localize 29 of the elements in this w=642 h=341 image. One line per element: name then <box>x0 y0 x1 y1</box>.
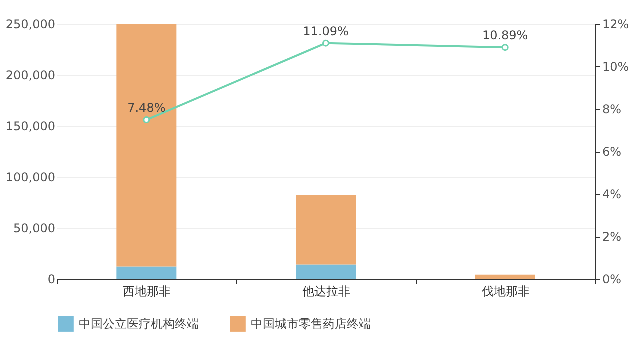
data-label: 7.48% <box>128 101 166 116</box>
y2-tick-label: 6% <box>602 145 622 159</box>
x-tick-label: 西地那非 <box>123 284 172 298</box>
y-tick-label: 0 <box>48 272 56 286</box>
legend-label: 中国城市零售药店终端 <box>251 317 371 332</box>
bar <box>296 264 356 279</box>
point <box>502 44 509 52</box>
y2-tick-label: 8% <box>602 102 622 116</box>
bar <box>116 266 177 279</box>
y2-tick-label: 10% <box>602 60 630 74</box>
y2-tick-label: 2% <box>602 230 622 244</box>
y-tick-label: 100,000 <box>6 170 56 184</box>
y-tick-label: 150,000 <box>6 120 56 134</box>
point <box>322 40 330 47</box>
data-label: 11.09% <box>303 24 349 38</box>
bar <box>116 24 177 267</box>
y-tick-label: 200,000 <box>6 68 56 82</box>
x-tick-label: 他达拉非 <box>302 284 350 298</box>
y2-tick-label: 0% <box>602 272 622 286</box>
bar <box>475 274 536 279</box>
y2-tick-label: 4% <box>602 188 622 202</box>
y-tick-label: 50,000 <box>14 222 56 236</box>
bar <box>296 195 356 265</box>
point <box>143 116 150 124</box>
legend-label: 中国公立医疗机构终端 <box>79 317 199 332</box>
data-label: 10.89% <box>482 28 528 43</box>
x-tick-label: 伐地那非 <box>482 284 530 298</box>
y2-tick-label: 12% <box>602 18 630 32</box>
y-tick-label: 250,000 <box>6 18 56 32</box>
